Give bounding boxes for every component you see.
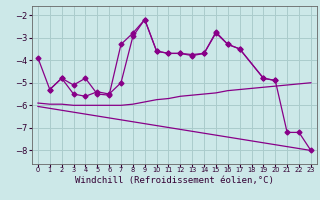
X-axis label: Windchill (Refroidissement éolien,°C): Windchill (Refroidissement éolien,°C) xyxy=(75,176,274,185)
